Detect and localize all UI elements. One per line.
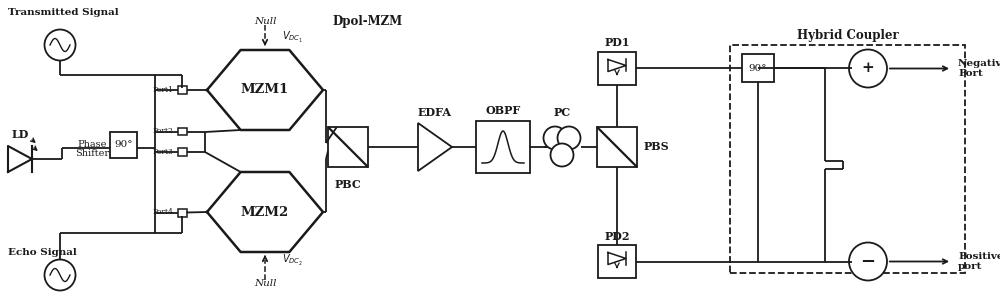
Text: Phase: Phase xyxy=(77,141,107,149)
Circle shape xyxy=(849,49,887,88)
Text: Hybrid Coupler: Hybrid Coupler xyxy=(797,30,898,42)
Text: EDFA: EDFA xyxy=(418,106,452,117)
Text: 90°: 90° xyxy=(114,141,133,149)
Text: Negative
Port: Negative Port xyxy=(958,59,1000,78)
Text: Port3: Port3 xyxy=(152,148,174,156)
Circle shape xyxy=(849,242,887,281)
Circle shape xyxy=(550,143,574,167)
Bar xyxy=(328,127,368,167)
Text: PD2: PD2 xyxy=(604,231,630,242)
Text: OBPF: OBPF xyxy=(485,106,521,117)
Bar xyxy=(178,87,186,94)
Bar xyxy=(598,52,636,85)
Text: LD: LD xyxy=(11,130,29,141)
Text: MZM1: MZM1 xyxy=(241,84,289,96)
Bar xyxy=(598,245,636,278)
Text: Port4: Port4 xyxy=(153,209,174,217)
Text: +: + xyxy=(862,62,874,76)
Text: Port1: Port1 xyxy=(153,86,174,94)
Bar xyxy=(178,128,186,135)
Text: Positive
port: Positive port xyxy=(958,252,1000,271)
Text: PD1: PD1 xyxy=(604,38,630,48)
Text: Null: Null xyxy=(254,17,276,26)
Circle shape xyxy=(44,260,76,290)
Text: PBS: PBS xyxy=(644,142,670,152)
Text: Port2: Port2 xyxy=(153,127,174,135)
Bar xyxy=(730,45,965,273)
Text: PBC: PBC xyxy=(335,179,361,190)
Circle shape xyxy=(44,30,76,60)
Text: Dpol-MZM: Dpol-MZM xyxy=(332,15,402,28)
Text: Shifter: Shifter xyxy=(75,149,109,159)
Circle shape xyxy=(544,127,566,149)
Text: −: − xyxy=(860,253,876,271)
Text: $V_{DC_1}$: $V_{DC_1}$ xyxy=(282,30,303,45)
Text: MZM2: MZM2 xyxy=(241,206,289,218)
Circle shape xyxy=(558,127,580,149)
Text: Null: Null xyxy=(254,279,276,288)
Bar xyxy=(110,132,137,158)
Text: 90°: 90° xyxy=(749,64,767,73)
Bar xyxy=(742,55,774,82)
Text: PC: PC xyxy=(553,107,571,119)
Text: $V_{DC_2}$: $V_{DC_2}$ xyxy=(282,253,303,267)
Text: Transmitted Signal: Transmitted Signal xyxy=(8,8,119,17)
Bar xyxy=(178,209,186,217)
Text: Echo Signal: Echo Signal xyxy=(8,248,77,257)
Bar xyxy=(597,127,637,167)
Bar xyxy=(476,121,530,173)
Polygon shape xyxy=(418,123,452,171)
Bar xyxy=(178,149,186,156)
